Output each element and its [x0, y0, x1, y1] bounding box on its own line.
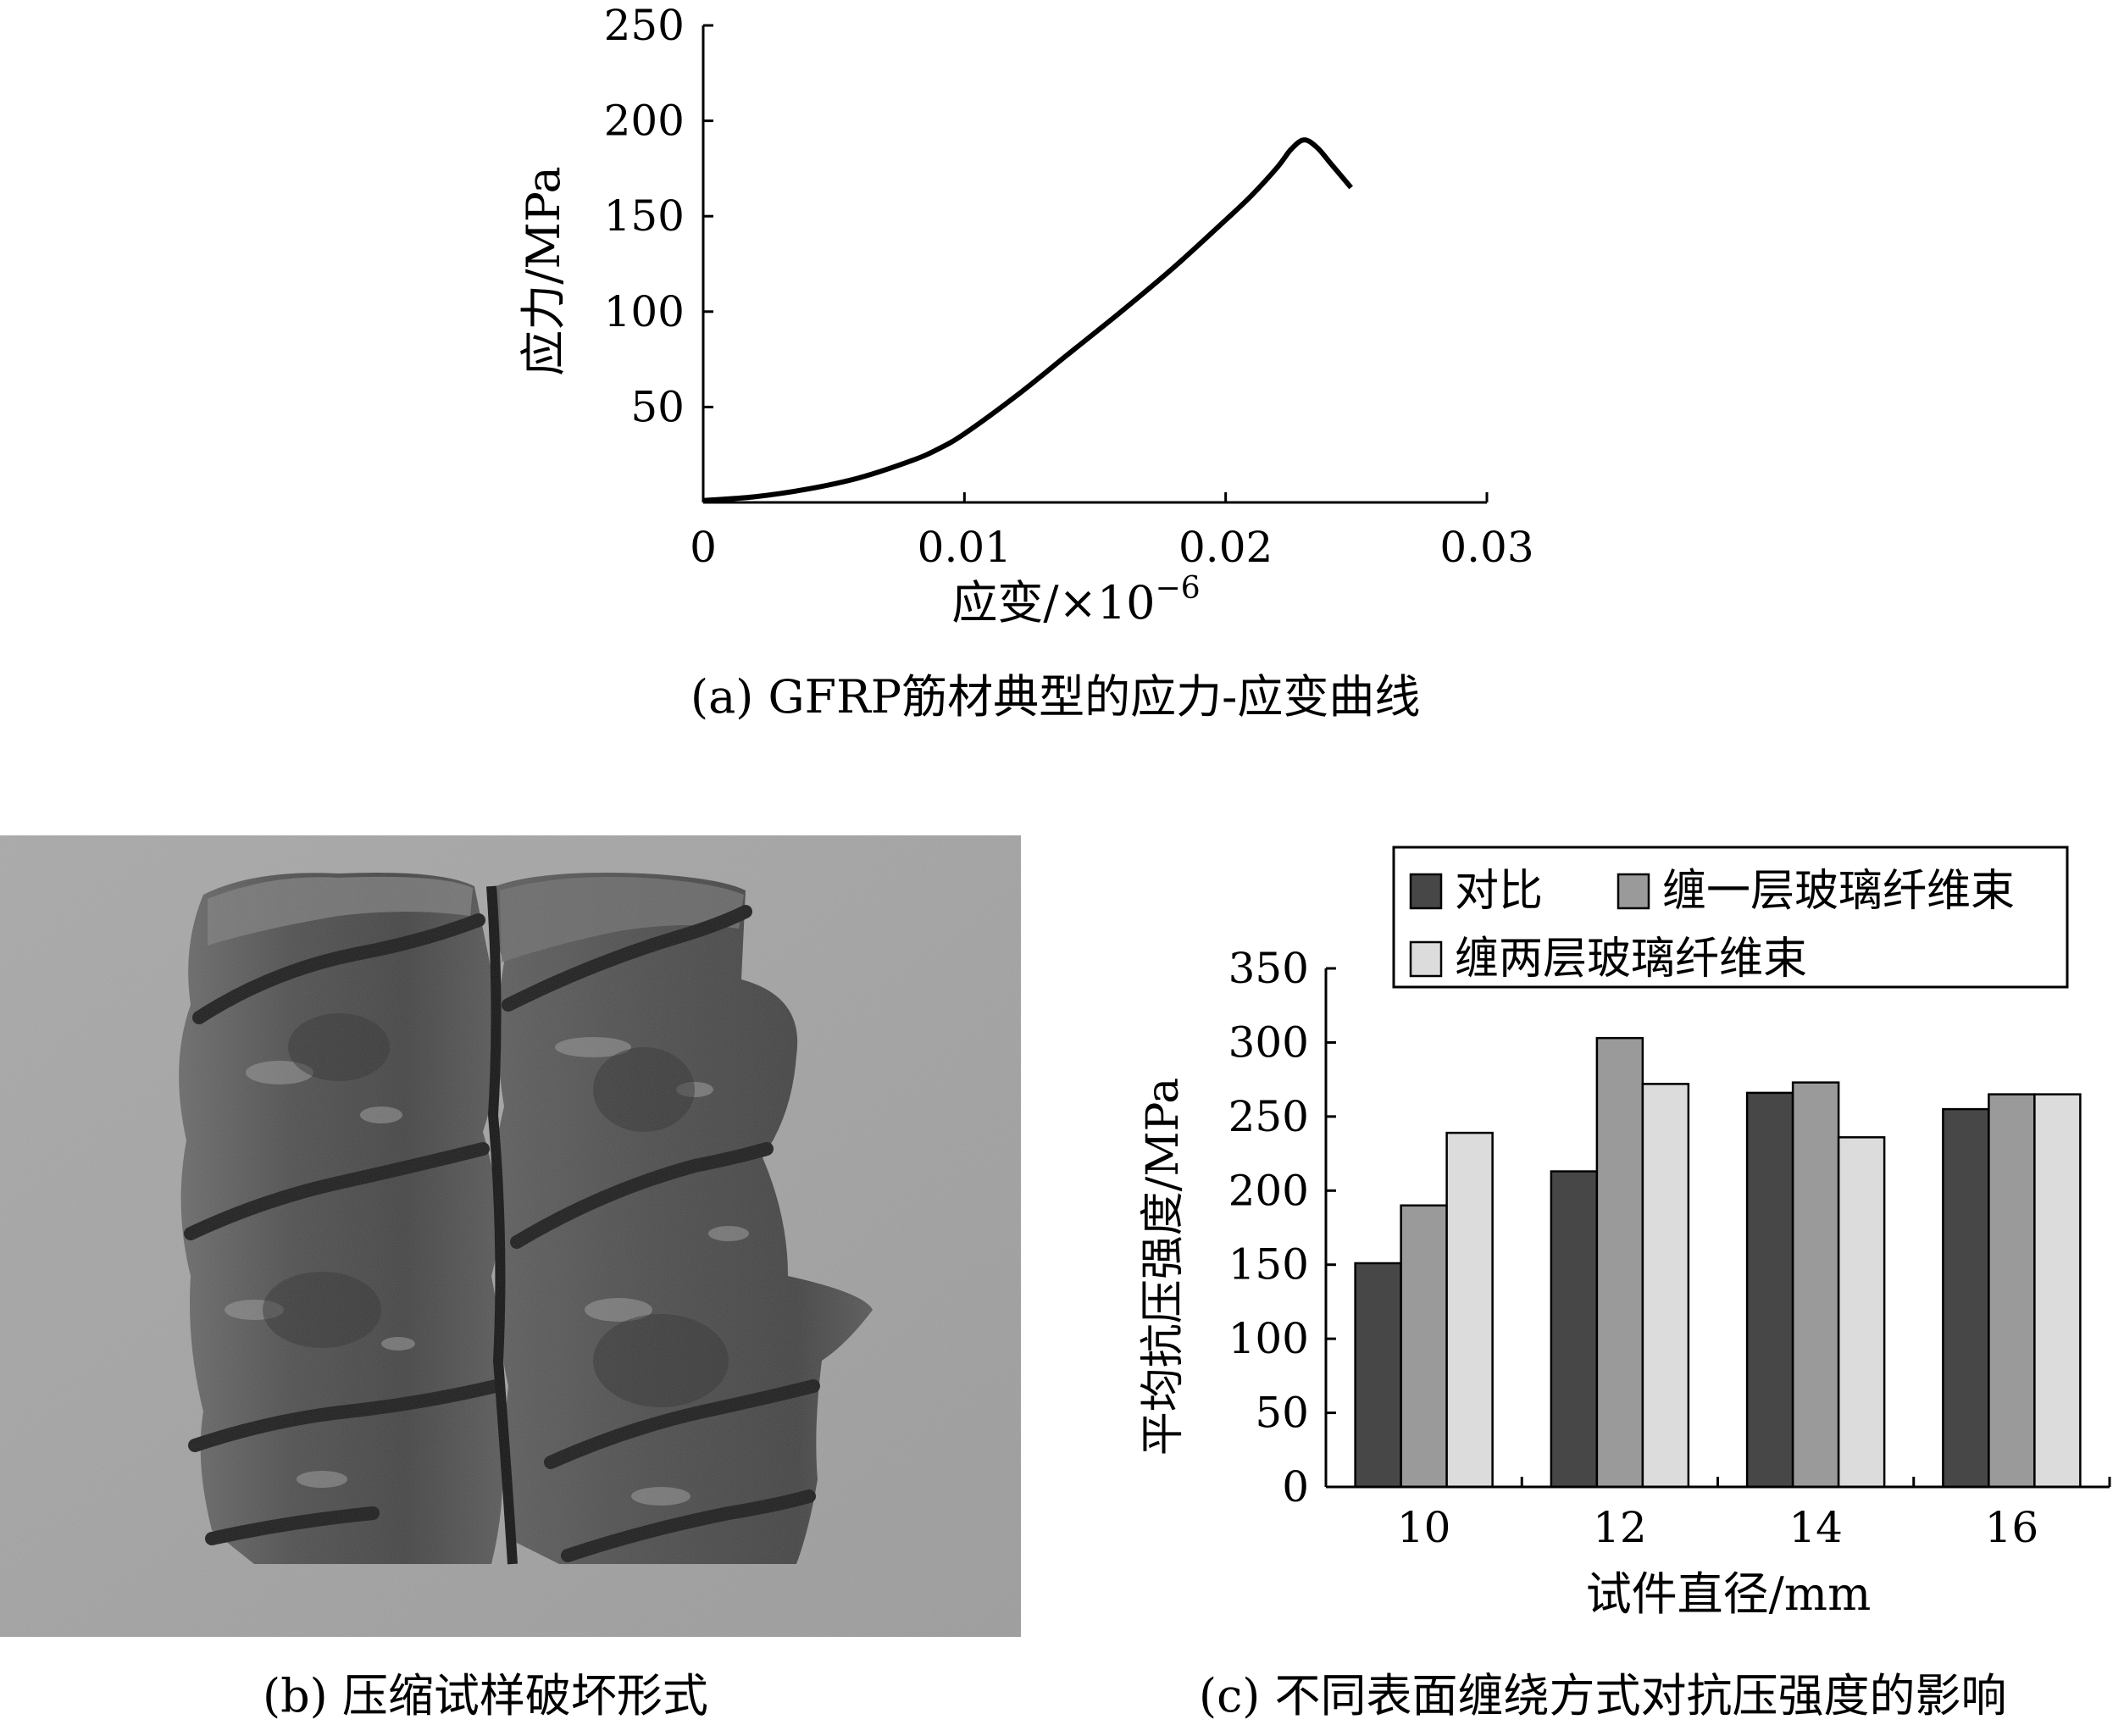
y-tick-label: 250 — [604, 1, 685, 50]
y-tick-label: 200 — [1228, 1166, 1309, 1215]
bar — [1942, 1107, 1990, 1489]
y-tick-label: 50 — [630, 382, 685, 431]
legend-box — [1392, 846, 2069, 989]
x-tick-label: 0.01 — [918, 523, 1012, 572]
caption-b: (b) 压缩试样破坏形式 — [263, 1669, 708, 1722]
y-tick-label: 350 — [1228, 944, 1309, 993]
stress-strain-x-axis-label-exponent: −6 — [1156, 571, 1201, 606]
legend-swatch — [1617, 873, 1650, 910]
caption-a: (a) GFRP筋材典型的应力-应变曲线 — [690, 670, 1421, 724]
y-tick-label: 50 — [1255, 1389, 1309, 1438]
bar — [1445, 1131, 1494, 1489]
stress-strain-y-ticks: 50 100 150 200 250 — [604, 1, 713, 431]
compressive-strength-y-axis-label: 平均抗压强度/MPa — [1138, 1078, 1189, 1456]
stress-strain-y-axis-label: 应力/MPa — [517, 166, 570, 376]
y-tick-label: 200 — [604, 97, 685, 146]
legend-label: 对比 — [1455, 866, 1543, 917]
legend-swatch — [1409, 940, 1443, 978]
x-tick-label: 16 — [1985, 1503, 2039, 1552]
bar — [1988, 1093, 2036, 1489]
bar — [1837, 1136, 1886, 1489]
compressive-strength-x-ticks: 10 12 14 16 — [1397, 1477, 2111, 1552]
stress-strain-x-axis-label-main: 应变/×10 — [951, 576, 1155, 630]
compressive-strength-bars — [1354, 1036, 2082, 1489]
x-tick-label: 0 — [690, 523, 717, 572]
caption-c: (c) 不同表面缠绕方式对抗压强度的影响 — [1199, 1669, 2007, 1722]
bar — [1400, 1204, 1448, 1489]
y-tick-label: 100 — [1228, 1314, 1309, 1363]
legend-swatch — [1409, 873, 1443, 910]
x-tick-label: 0.03 — [1439, 523, 1533, 572]
legend-label: 缠两层玻璃纤维束 — [1455, 934, 1807, 984]
bar — [1550, 1170, 1599, 1489]
x-tick-label: 0.02 — [1178, 523, 1273, 572]
y-tick-label: 250 — [1228, 1092, 1309, 1141]
bar — [1595, 1036, 1644, 1489]
stress-strain-x-axis-label: 应变/×10−6 — [951, 571, 1200, 630]
x-tick-label: 14 — [1788, 1503, 1843, 1552]
bar — [1791, 1081, 1840, 1489]
y-tick-label: 0 — [1282, 1462, 1309, 1511]
y-tick-label: 150 — [1228, 1240, 1309, 1290]
compression-specimen-photo — [0, 835, 1021, 1637]
y-tick-label: 150 — [604, 191, 685, 241]
stress-strain-chart: 0 0.01 0.02 0.03 50 100 150 200 250 应力/MPa 应变/×… — [517, 1, 1534, 630]
photo-grain — [0, 835, 1021, 1637]
bar — [1641, 1083, 1690, 1489]
stress-strain-x-ticks: 0 0.01 0.02 0.03 — [690, 492, 1534, 572]
compressive-strength-x-axis-label: 试件直径/mm — [1586, 1567, 1872, 1621]
bar — [1354, 1262, 1402, 1489]
compressive-strength-y-ticks: 0 50 100 150 200 250 300 350 — [1228, 944, 1336, 1511]
x-tick-label: 10 — [1397, 1503, 1451, 1552]
x-tick-label: 12 — [1593, 1503, 1647, 1552]
bar — [1745, 1091, 1794, 1489]
stress-strain-axes — [702, 25, 1487, 504]
stress-strain-curve — [702, 137, 1353, 503]
y-tick-label: 100 — [604, 287, 685, 336]
bar — [2033, 1093, 2082, 1489]
legend-label: 缠一层玻璃纤维束 — [1662, 866, 2015, 917]
compressive-strength-bar-chart: 0 50 100 150 200 250 300 350 10 12 14 16 平均抗压强度/MP… — [1138, 846, 2111, 1621]
y-tick-label: 300 — [1228, 1018, 1309, 1067]
